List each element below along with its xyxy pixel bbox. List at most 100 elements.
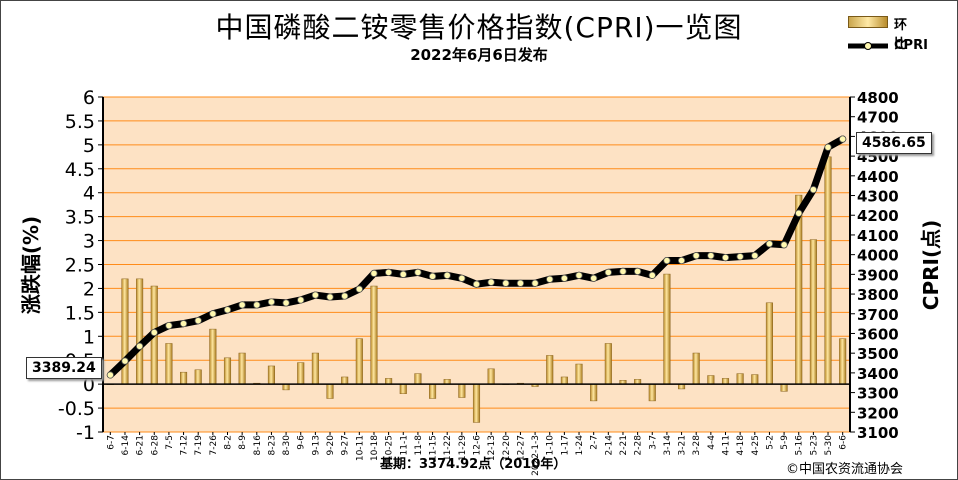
left-axis-label: 涨跌幅(%) bbox=[19, 216, 43, 314]
right-tick-label: 4300 bbox=[857, 188, 899, 206]
x-tick-label-10-25: 10-25 bbox=[385, 435, 395, 461]
x-tick-label-6-14: 6-14 bbox=[121, 435, 131, 456]
end-value-callout: 4586.65 bbox=[856, 132, 932, 154]
legend-bar-swatch bbox=[848, 16, 888, 28]
x-tick-label-11-29: 11-29 bbox=[458, 435, 468, 461]
bar-10-18 bbox=[370, 285, 378, 385]
x-tick-label-3-21: 3-21 bbox=[678, 435, 688, 455]
bar-7-5 bbox=[165, 343, 173, 385]
cpri-point-1-10 bbox=[546, 275, 554, 283]
x-tick-label-4-25: 4-25 bbox=[751, 435, 761, 455]
x-tick-label-6-28: 6-28 bbox=[150, 435, 160, 456]
base-period-note: 基期：3374.92点（2010年） bbox=[380, 457, 567, 472]
bar-2-7 bbox=[590, 383, 598, 402]
x-tick-label-5-16: 5-16 bbox=[795, 435, 805, 456]
x-tick-label-12-6: 12-6 bbox=[473, 435, 483, 456]
cpri-point-5-16 bbox=[795, 209, 803, 217]
x-tick-label-3-7: 3-7 bbox=[648, 435, 658, 450]
x-tick-label-4-18: 4-18 bbox=[736, 435, 746, 456]
cpri-point-11-8 bbox=[414, 268, 422, 276]
cpri-point-11-1 bbox=[399, 270, 407, 278]
x-tick-label-10-18: 10-18 bbox=[370, 435, 380, 461]
x-tick-label-4-11: 4-11 bbox=[722, 435, 732, 455]
cpri-point-8-16 bbox=[253, 301, 261, 309]
left-tick-label: 4.5 bbox=[65, 159, 95, 181]
bar-7-26 bbox=[209, 328, 217, 385]
x-tick-label-9-27: 9-27 bbox=[341, 435, 351, 455]
legend-line-label: CPRI bbox=[894, 38, 928, 53]
cpri-point-6-14 bbox=[121, 357, 129, 365]
x-tick-label-1-10: 1-10 bbox=[546, 435, 556, 456]
x-tick-label-5-23: 5-23 bbox=[809, 435, 819, 455]
copyright-note: ©中国农资流通协会 bbox=[786, 462, 904, 477]
x-tick-label-9-13: 9-13 bbox=[311, 435, 321, 455]
x-tick-label-4-4: 4-4 bbox=[707, 435, 717, 450]
x-tick-label-6-7: 6-7 bbox=[106, 435, 116, 450]
bar-4-25 bbox=[751, 374, 759, 385]
right-tick-label: 4700 bbox=[857, 109, 899, 127]
x-tick-label-8-2: 8-2 bbox=[224, 435, 234, 450]
x-tick-label-7-12: 7-12 bbox=[180, 435, 190, 455]
chart-header: 中国磷酸二铵零售价格指数(CPRI)一览图 2022年6月6日发布 bbox=[0, 0, 958, 72]
right-tick-label: 3500 bbox=[857, 345, 899, 363]
cpri-point-11-15 bbox=[428, 272, 437, 280]
x-tick-label-10-11: 10-11 bbox=[355, 435, 365, 461]
x-tick-label-5-2: 5-2 bbox=[765, 435, 775, 450]
x-tick-label-2-21: 2-21 bbox=[619, 435, 629, 455]
x-tick-label-11-8: 11-8 bbox=[414, 435, 424, 456]
left-tick-label: 1.5 bbox=[65, 302, 95, 324]
cpri-point-7-26 bbox=[209, 310, 217, 318]
right-tick-label: 3800 bbox=[857, 286, 899, 304]
cpri-point-2-14 bbox=[604, 268, 612, 276]
cpri-point-2-28 bbox=[634, 267, 642, 275]
legend-bar-label: 环比 bbox=[894, 18, 908, 52]
cpri-point-2-7 bbox=[590, 274, 598, 282]
cpri-point-4-11 bbox=[721, 254, 730, 262]
left-tick-label: -1 bbox=[76, 422, 95, 444]
cpri-point-1-17 bbox=[560, 274, 568, 282]
x-tick-label-8-9: 8-9 bbox=[238, 435, 248, 450]
bar-8-2 bbox=[223, 357, 232, 385]
x-tick-label-8-30: 8-30 bbox=[282, 435, 292, 456]
bar-5-23 bbox=[809, 239, 817, 385]
right-tick-label: 4000 bbox=[857, 247, 899, 265]
x-tick-label-2-7: 2-7 bbox=[590, 435, 600, 450]
cpri-point-10-25 bbox=[385, 268, 393, 276]
x-tick-label-11-15: 11-15 bbox=[429, 435, 439, 461]
bar-1-17 bbox=[560, 376, 568, 385]
cpri-line-series bbox=[106, 135, 847, 379]
bar-8-30 bbox=[282, 383, 290, 391]
x-tick-label-5-30: 5-30 bbox=[824, 435, 834, 456]
cpri-point-7-5 bbox=[165, 321, 173, 330]
bar-3-7 bbox=[648, 383, 656, 402]
left-tick-label: -0.5 bbox=[58, 398, 95, 420]
cpri-point-5-9 bbox=[780, 241, 788, 249]
bar-6-21 bbox=[136, 278, 144, 385]
x-tick-label-7-19: 7-19 bbox=[194, 435, 204, 456]
bar-6-14 bbox=[121, 278, 129, 385]
x-tick-label-9-20: 9-20 bbox=[326, 435, 336, 456]
x-tick-label-9-6: 9-6 bbox=[297, 435, 307, 450]
cpri-point-2022-1-3 bbox=[531, 279, 539, 287]
right-tick-label: 3100 bbox=[857, 424, 899, 442]
left-tick-label: 1 bbox=[83, 326, 95, 348]
x-tick-label-11-1: 11-1 bbox=[399, 435, 409, 455]
bar-6-6 bbox=[839, 338, 847, 385]
x-tick-label-12-27: 12-27 bbox=[516, 435, 526, 461]
cpri-point-3-14 bbox=[663, 256, 671, 265]
bar-7-12 bbox=[180, 371, 188, 385]
bar-4-18 bbox=[736, 373, 744, 385]
cpri-point-1-24 bbox=[575, 271, 583, 279]
cpri-point-12-20 bbox=[502, 279, 510, 287]
cpri-point-3-7 bbox=[648, 271, 656, 279]
cpri-point-4-25 bbox=[751, 252, 759, 260]
cpri-point-12-6 bbox=[472, 280, 481, 288]
x-tick-label-8-16: 8-16 bbox=[253, 435, 263, 456]
bar-4-4 bbox=[707, 375, 715, 385]
bar-3-14 bbox=[663, 273, 671, 385]
left-tick-label: 6 bbox=[83, 87, 95, 109]
cpri-point-11-29 bbox=[458, 274, 466, 282]
cpri-point-9-20 bbox=[326, 293, 334, 301]
bar-9-13 bbox=[311, 352, 319, 385]
